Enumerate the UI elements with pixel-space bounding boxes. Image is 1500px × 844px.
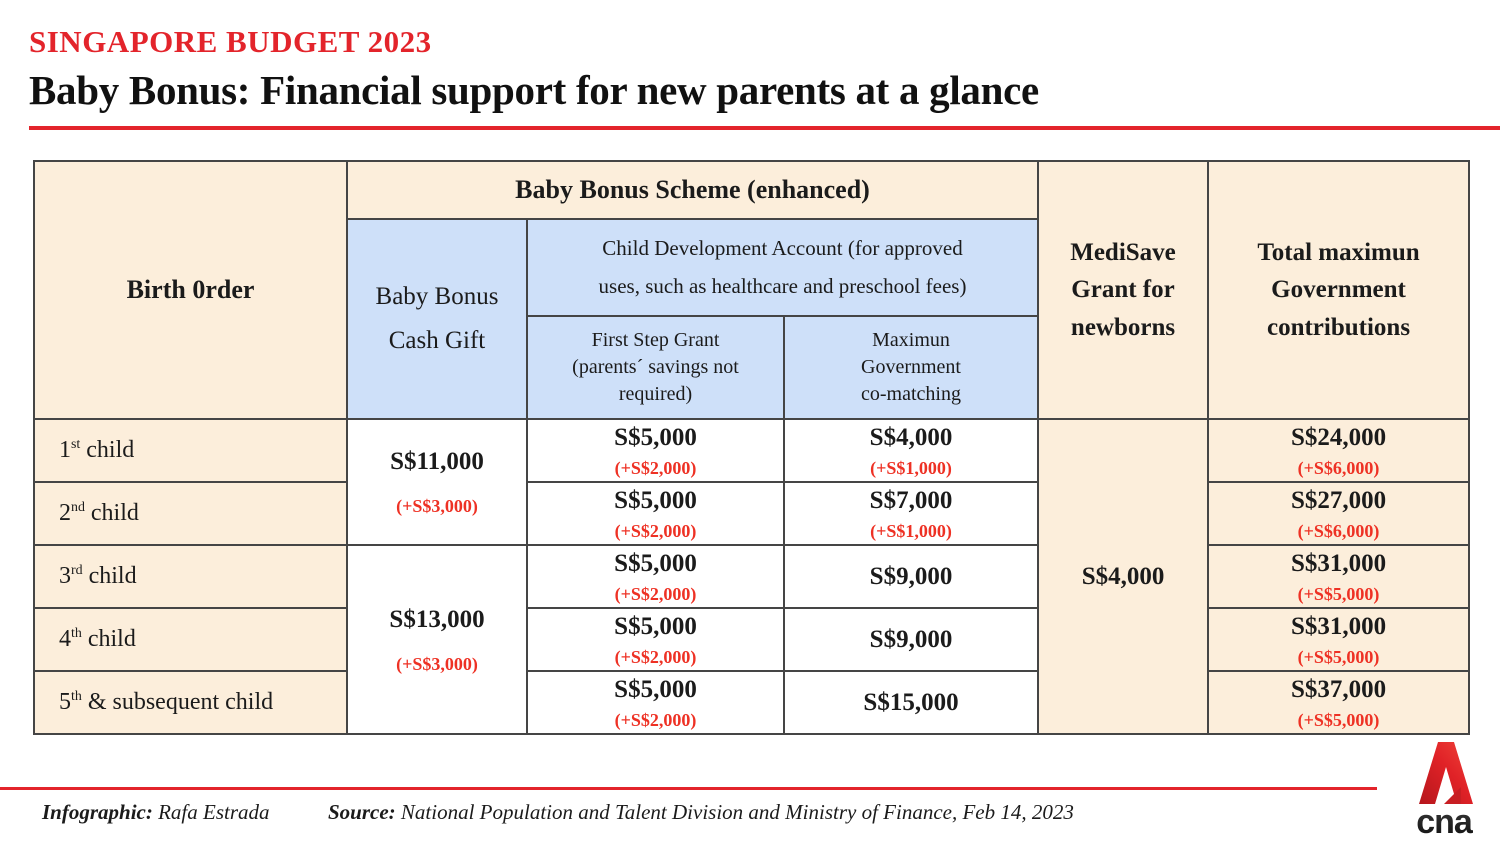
table-row: 4th child S$5,000 (+S$2,000) S$9,000 S$31…	[33, 607, 1471, 672]
header-cell-co-matching: Maximun Government co-matching	[782, 315, 1040, 420]
infographic-credit: Infographic: Rafa Estrada	[42, 800, 270, 824]
table-row: 5th & subsequent child S$5,000 (+S$2,000)…	[33, 670, 1471, 735]
cna-logo: cna	[1416, 742, 1475, 836]
header-cell-cash-gift: Baby Bonus Cash Gift	[346, 218, 528, 420]
row-4-ordinal: 4th child	[33, 607, 348, 672]
header-cell-scheme: Baby Bonus Scheme (enhanced)	[345, 160, 1040, 220]
cell-first-step-3: S$5,000 (+S$2,000)	[526, 544, 785, 609]
cna-logo-a-mark	[1419, 742, 1473, 804]
cell-co-matching-4: S$9,000	[782, 607, 1040, 672]
table-row: 1st child S$11,000 (+S$3,000) S$5,000 (+S$…	[33, 418, 1471, 735]
header-cell-first-step: First Step Grant (parents´ savings not r…	[526, 315, 785, 420]
page-title: Baby Bonus: Financial support for new pa…	[29, 67, 1039, 113]
header-cell-cda: Child Development Account (for approved …	[525, 218, 1040, 317]
cell-total-4: S$31,000 (+S$5,000)	[1207, 607, 1471, 672]
cell-co-matching-2: S$7,000 (+S$1,000)	[782, 481, 1040, 546]
cna-logo-text: cna	[1416, 803, 1474, 836]
cell-co-matching-5: S$15,000	[782, 670, 1040, 735]
row-2-ordinal: 2nd child	[33, 481, 348, 546]
cell-first-step-2: S$5,000 (+S$2,000)	[526, 481, 785, 546]
row-3-ordinal: 3rd child	[33, 544, 348, 609]
row-1-ordinal: 1st child	[33, 418, 348, 483]
cell-cash-gift-rows-3-5: S$13,000 (+S$3,000)	[346, 544, 528, 735]
cell-medisave-all-rows: S$4,000	[1037, 418, 1210, 735]
table-row: 3rd child S$13,000 (+S$3,000) S$5,000 (+S$…	[33, 544, 1471, 735]
cell-total-5: S$37,000 (+S$5,000)	[1207, 670, 1471, 735]
footer-divider	[0, 787, 1377, 790]
cell-total-2: S$27,000 (+S$6,000)	[1207, 481, 1471, 546]
cell-co-matching-3: S$9,000	[782, 544, 1040, 609]
header-cell-total: Total maximun Government contributions	[1207, 160, 1471, 420]
header-cell-medisave: MediSave Grant for newborns	[1037, 160, 1210, 420]
cell-co-matching-1: S$4,000 (+S$1,000)	[782, 418, 1040, 483]
cell-first-step-4: S$5,000 (+S$2,000)	[526, 607, 785, 672]
cell-cash-gift-rows-1-2: S$11,000 (+S$3,000)	[346, 418, 528, 546]
header-cell-birth-order: Birth 0rder	[33, 160, 348, 420]
baby-bonus-table: Birth 0rder Baby Bonus Scheme (enhanced)…	[33, 160, 1471, 735]
cna-logo-triangle	[1444, 787, 1461, 804]
cell-first-step-1: S$5,000 (+S$2,000)	[526, 418, 785, 483]
cell-total-1: S$24,000 (+S$6,000)	[1207, 418, 1471, 483]
cell-total-3: S$31,000 (+S$5,000)	[1207, 544, 1471, 609]
title-divider	[29, 126, 1500, 130]
row-5-ordinal: 5th & subsequent child	[33, 670, 348, 735]
data-table: Birth 0rder Baby Bonus Scheme (enhanced)…	[33, 160, 1471, 735]
source-credit: Source: National Population and Talent D…	[328, 800, 1074, 824]
cell-first-step-5: S$5,000 (+S$2,000)	[526, 670, 785, 735]
table-row: 2nd child S$5,000 (+S$2,000) S$7,000 (+S$1…	[33, 481, 1471, 546]
kicker-title: SINGAPORE BUDGET 2023	[29, 24, 432, 59]
